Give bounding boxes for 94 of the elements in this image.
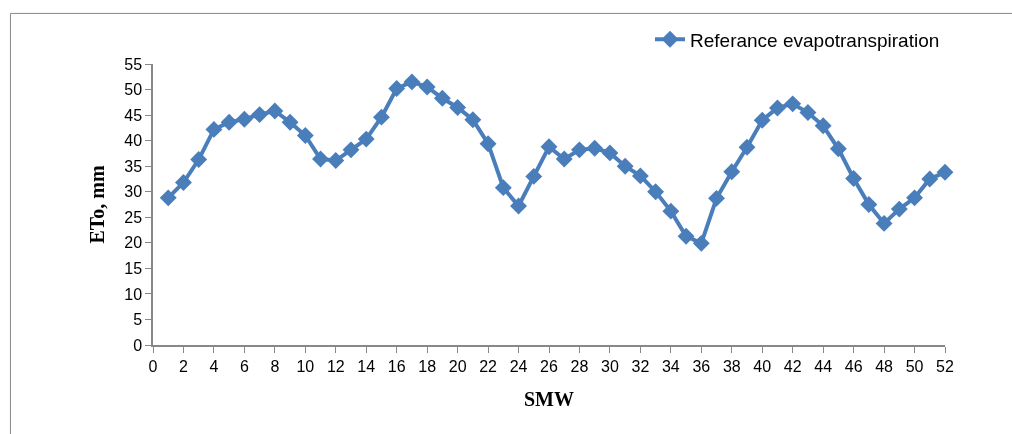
x-tick-label: 32 bbox=[631, 357, 650, 375]
point bbox=[662, 202, 680, 220]
point bbox=[936, 163, 954, 181]
point bbox=[220, 113, 238, 131]
y-tick-label: 35 bbox=[124, 157, 143, 175]
point bbox=[479, 135, 497, 153]
y-tick-label: 15 bbox=[124, 259, 143, 277]
point bbox=[875, 214, 893, 232]
point bbox=[631, 167, 649, 185]
point bbox=[403, 73, 421, 91]
x-tick-label: 40 bbox=[753, 357, 772, 375]
y-tick-label: 40 bbox=[124, 132, 143, 150]
x-tick-label: 34 bbox=[661, 357, 680, 375]
y-tick-label: 10 bbox=[124, 285, 143, 303]
point bbox=[235, 110, 253, 128]
point bbox=[418, 78, 436, 96]
point bbox=[296, 127, 314, 144]
point bbox=[845, 169, 863, 187]
point bbox=[449, 98, 467, 116]
point bbox=[586, 139, 604, 157]
point bbox=[829, 140, 847, 158]
legend-label: Referance evapotranspiration bbox=[690, 29, 940, 51]
point bbox=[784, 95, 802, 113]
x-tick-label: 52 bbox=[936, 357, 954, 375]
x-tick-label: 30 bbox=[601, 357, 619, 375]
point bbox=[906, 189, 923, 207]
point bbox=[494, 179, 512, 197]
point bbox=[769, 99, 786, 117]
x-tick-label: 26 bbox=[540, 357, 558, 375]
point bbox=[251, 106, 269, 124]
x-tick-label: 8 bbox=[270, 357, 280, 375]
point bbox=[357, 130, 375, 148]
point bbox=[510, 197, 527, 215]
point bbox=[281, 113, 299, 131]
point bbox=[692, 234, 710, 252]
x-tick-label: 24 bbox=[509, 357, 528, 375]
point bbox=[723, 163, 741, 181]
point bbox=[555, 150, 573, 168]
point bbox=[738, 138, 756, 156]
point bbox=[708, 189, 725, 207]
point bbox=[525, 167, 543, 185]
point bbox=[753, 111, 771, 129]
point bbox=[312, 150, 329, 168]
y-tick-label: 30 bbox=[124, 183, 143, 201]
point bbox=[616, 157, 634, 175]
y-tick-label: 25 bbox=[124, 208, 143, 226]
x-tick-label: 10 bbox=[296, 357, 315, 375]
point bbox=[190, 151, 208, 168]
y-tick-label: 0 bbox=[133, 336, 143, 354]
x-tick-label: 2 bbox=[179, 357, 189, 375]
x-tick-label: 46 bbox=[844, 357, 863, 375]
point bbox=[388, 80, 406, 97]
point bbox=[540, 138, 558, 156]
x-axis-title: SMW bbox=[524, 387, 574, 410]
point bbox=[464, 111, 482, 129]
y-tick-label: 55 bbox=[124, 55, 143, 73]
x-tick-label: 42 bbox=[783, 357, 802, 375]
x-tick-label: 28 bbox=[570, 357, 589, 375]
x-tick-label: 22 bbox=[479, 357, 498, 375]
point bbox=[327, 152, 345, 170]
y-tick-label: 5 bbox=[133, 311, 143, 329]
x-tick-label: 14 bbox=[357, 357, 376, 375]
y-tick-label: 45 bbox=[124, 106, 143, 124]
point bbox=[921, 170, 939, 188]
point bbox=[266, 102, 284, 120]
point bbox=[571, 141, 588, 159]
y-tick-label: 50 bbox=[124, 81, 143, 99]
point bbox=[799, 104, 817, 121]
x-tick-label: 36 bbox=[692, 357, 711, 375]
point bbox=[890, 200, 908, 218]
x-tick-label: 50 bbox=[905, 357, 924, 375]
point bbox=[814, 117, 832, 135]
x-tick-label: 18 bbox=[418, 357, 437, 375]
x-tick-label: 12 bbox=[326, 357, 345, 375]
x-tick-label: 4 bbox=[209, 357, 219, 375]
x-tick-label: 0 bbox=[148, 357, 158, 375]
point bbox=[601, 144, 619, 162]
x-tick-label: 44 bbox=[814, 357, 833, 375]
x-tick-label: 48 bbox=[875, 357, 894, 375]
point bbox=[677, 227, 695, 245]
x-tick-label: 20 bbox=[448, 357, 467, 375]
point bbox=[159, 189, 177, 207]
point bbox=[433, 89, 451, 107]
x-tick-label: 6 bbox=[239, 357, 249, 375]
point bbox=[342, 141, 360, 159]
y-axis-title: ETo, mm bbox=[86, 165, 109, 244]
point bbox=[205, 120, 223, 138]
x-tick-label: 16 bbox=[387, 357, 406, 375]
x-tick-label: 38 bbox=[722, 357, 741, 375]
point bbox=[647, 183, 665, 201]
point bbox=[373, 108, 390, 126]
point bbox=[175, 174, 192, 191]
y-tick-label: 20 bbox=[124, 234, 143, 252]
point bbox=[860, 196, 878, 213]
